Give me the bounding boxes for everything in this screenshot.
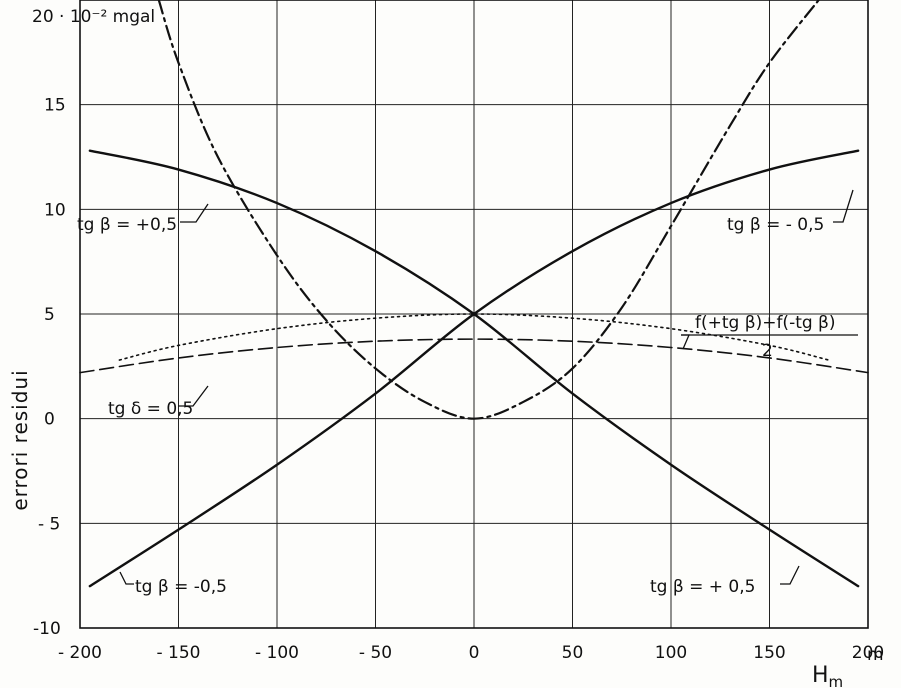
x-unit-label: m <box>867 645 884 665</box>
x-tick-label: 150 <box>753 643 785 663</box>
annotation-mean-denominator: 2 <box>762 341 773 361</box>
leader-mean <box>681 335 689 349</box>
annotation-tgb-pos-left: tg β = +0,5 <box>77 215 177 235</box>
x-tick-label: - 200 <box>58 643 102 663</box>
x-tick-label: 100 <box>655 643 687 663</box>
y-tick-label: 5 <box>44 305 55 325</box>
x-tick-label: - 100 <box>255 643 299 663</box>
annotation-tgb-pos-right: tg β = + 0,5 <box>650 577 755 597</box>
y-tick-label: 10 <box>44 200 66 220</box>
x-tick-label: 50 <box>562 643 584 663</box>
y-tick-label: - 5 <box>38 514 60 534</box>
x-axis-label-sub: m <box>829 673 844 688</box>
y-tick-label: 0 <box>44 410 55 430</box>
leader-lines <box>120 190 858 584</box>
annotation-tgd: tg δ = 0,5 <box>108 399 193 419</box>
x-tick-label: - 50 <box>359 643 392 663</box>
x-axis-label-main: H <box>812 663 829 688</box>
x-tick-label: 0 <box>469 643 480 663</box>
y-axis-label: errori residui <box>8 369 32 510</box>
annotation-mean-numerator: f(+tg β)+f(-tg β) <box>695 313 836 333</box>
leader-tgb-pos-right <box>780 566 799 584</box>
annotation-tgb-neg-right: tg β = - 0,5 <box>727 215 824 235</box>
y-tick-label: 15 <box>44 96 66 116</box>
leader-tgb-pos-left <box>180 204 208 222</box>
annotation-tgb-neg-left: tg β = -0,5 <box>135 577 227 597</box>
y-tick-label: -10 <box>33 619 61 639</box>
leader-tgb-neg-right <box>833 190 853 222</box>
y-top-label: 20 · 10⁻² mgal <box>32 7 155 27</box>
leader-tgb-neg-left <box>120 572 134 584</box>
x-axis-label: Hm <box>812 663 843 688</box>
x-tick-label: - 150 <box>157 643 201 663</box>
